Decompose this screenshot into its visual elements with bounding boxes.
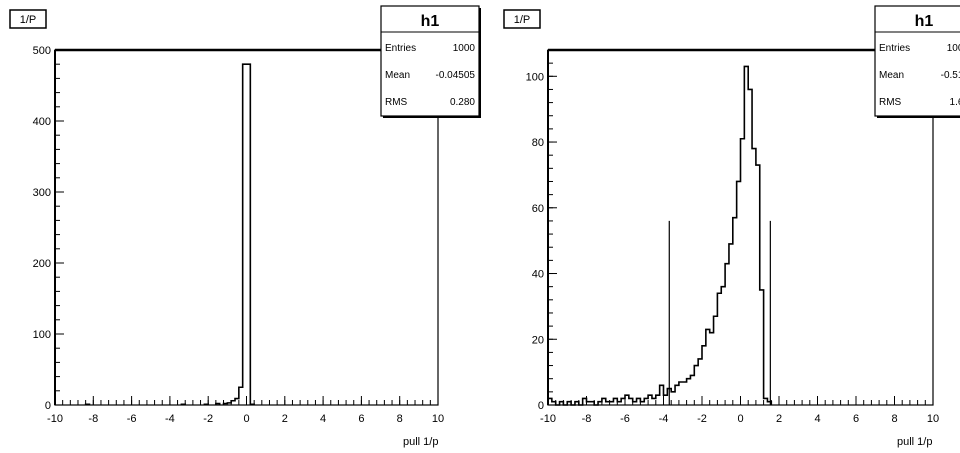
stats-row-label: Entries [879,43,910,54]
x-tick-label: 4 [814,413,820,425]
y-tick-label: 20 [532,334,544,346]
title-box-label: 1/P [514,14,531,26]
y-tick-label: 300 [33,187,51,199]
title-box [9,9,47,29]
y-tick-label: 400 [33,116,51,128]
x-tick-label: 0 [243,413,249,425]
x-tick-label: 10 [432,413,444,425]
stats-row-label: RMS [879,97,902,108]
x-axis-label: pull 1/p [403,436,438,448]
y-tick-label: 500 [33,45,51,57]
y-tick-label: 200 [33,258,51,270]
y-tick-label: 0 [45,400,51,412]
stats-histogram-name: h1 [421,13,440,30]
x-axis-label: pull 1/p [897,436,932,448]
x-tick-label: 8 [891,413,897,425]
histogram-panel-right: 0 20 40 60 80 100 -10 -8 -6 -4 -2 0 2 4 6 8 10 1/P h1 Entri… [503,5,960,448]
x-tick-label: -2 [697,413,707,425]
x-tick-label: -10 [47,413,63,425]
y-tick-label: 0 [538,400,544,412]
x-tick-label: -4 [659,413,669,425]
histogram-outline [547,65,773,406]
stats-box [380,5,480,117]
x-tick-label: 6 [358,413,364,425]
x-tick-label: -2 [203,413,213,425]
stats-row-value: 1.66 [950,97,960,108]
y-tick-label: 60 [532,203,544,215]
stats-histogram-name: h1 [915,13,934,30]
x-tick-label: 8 [397,413,403,425]
y-tick-label: 40 [532,269,544,281]
stats-row-value: 1000 [453,43,476,54]
x-tick-label: -6 [127,413,137,425]
x-tick-label: -4 [165,413,175,425]
stats-row-label: Mean [879,70,904,81]
x-tick-label: -8 [582,413,592,425]
x-tick-label: -8 [88,413,98,425]
x-tick-label: 4 [320,413,326,425]
y-tick-label: 100 [526,71,544,83]
histogram-panel-left: 0 100 200 300 400 500 -10 -8 -6 -4 -2 0 2 4 6 8 10 1/P h1 E… [9,5,481,448]
title-box [503,9,541,29]
histogram-outline [84,63,255,406]
stats-row-label: RMS [385,97,408,108]
x-tick-label: -10 [540,413,556,425]
stats-box [874,5,960,117]
y-tick-label: 80 [532,137,544,149]
stats-row-label: Entries [385,43,416,54]
x-tick-label: 0 [737,413,743,425]
x-tick-label: 2 [282,413,288,425]
y-tick-label: 100 [33,329,51,341]
stats-row-value: 0.280 [450,97,475,108]
stats-row-value: -0.512 [941,70,960,81]
stats-row-value: -0.04505 [436,70,476,81]
x-tick-label: -6 [620,413,630,425]
title-box-label: 1/P [20,14,37,26]
x-tick-label: 2 [776,413,782,425]
stats-row-value: 1000 [947,43,960,54]
x-tick-label: 10 [927,413,939,425]
x-tick-label: 6 [853,413,859,425]
stats-row-label: Mean [385,70,410,81]
